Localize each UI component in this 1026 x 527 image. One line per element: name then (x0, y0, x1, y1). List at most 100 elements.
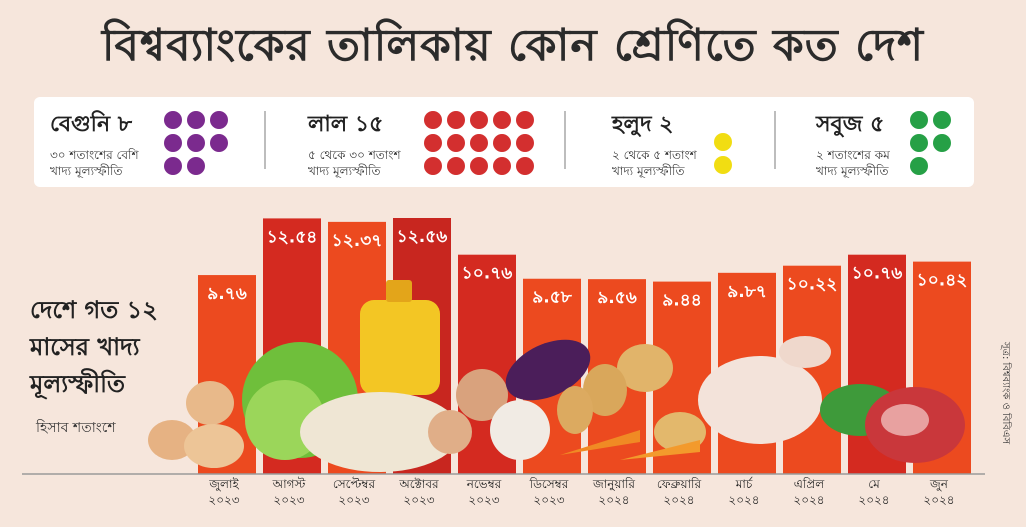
legend-dot (470, 157, 488, 175)
legend-purple-name: বেগুনি ৮ (50, 112, 133, 137)
x-tick-label: জুন ২০২৪ (908, 476, 970, 508)
chart-title: বিশ্বব্যাংকের তালিকায় কোন শ্রেণিতে কত দ… (101, 20, 925, 71)
legend-dot (447, 157, 465, 175)
year-label: ২০২৪ (728, 493, 760, 507)
month-name: সেপ্টেম্বর (332, 477, 376, 491)
side-title-line3: মূল্যস্ফীতি (30, 370, 125, 398)
carrot-icon (620, 440, 700, 460)
legend-dot (187, 134, 205, 152)
legend-dot (910, 134, 928, 152)
legend-dot (164, 157, 182, 175)
legend-green-name: সবুজ ৫ (816, 112, 885, 137)
legend-divider (774, 111, 776, 169)
legend-dot (210, 134, 228, 152)
bar-value-label: ৯.৮৭ (727, 282, 767, 302)
legend-dot (714, 133, 732, 151)
month-name: আগস্ট (272, 477, 306, 491)
side-title-line2: মাসের খাদ্য (30, 333, 140, 361)
bar-value-label: ১২.৩৭ (332, 231, 383, 251)
legend-dot (516, 157, 534, 175)
legend-red-desc-line2: খাদ্য মূল্যস্ফীতি (308, 164, 381, 178)
month-name: এপ্রিল (793, 477, 825, 491)
year-label: ২০২৪ (598, 493, 630, 507)
x-tick-label: আগস্ট ২০২৩ (258, 476, 320, 508)
legend-purple-desc-line1: ৩০ শতাংশের বেশি (50, 148, 139, 162)
legend-dot (424, 134, 442, 152)
year-label: ২০২৩ (338, 493, 370, 507)
legend-green-desc-line2: খাদ্য মূল্যস্ফীতি (816, 164, 889, 178)
year-label: ২০২৩ (273, 493, 305, 507)
legend-dot (910, 157, 928, 175)
egg-icon (184, 424, 244, 468)
potato-icon (583, 364, 627, 416)
month-name: মার্চ (735, 477, 753, 491)
month-name: জুন (930, 477, 948, 491)
legend-item-red: লাল ১৫ ৫ থেকে ৩০ শতাংশ খাদ্য মূল্যস্ফীতি (308, 107, 401, 178)
legend-dot (933, 134, 951, 152)
eggplant-icon (505, 339, 591, 401)
legend-dot (187, 111, 205, 129)
bar-value-label: ৯.৪৪ (662, 291, 702, 311)
x-tick-label: জুলাই ২০২৩ (193, 476, 255, 508)
legend-item-yellow: হলুদ ২ ২ থেকে ৫ শতাংশ খাদ্য মূল্যস্ফীতি (612, 107, 697, 178)
month-name: নভেম্বর (466, 477, 502, 491)
year-label: ২০২৩ (468, 493, 500, 507)
legend-dot (424, 157, 442, 175)
legend-dot (470, 134, 488, 152)
x-tick-label: অক্টোবর ২০২৩ (388, 476, 450, 508)
source-note: সূত্র: বিশ্বব্যাংক ও বিবিএস (1000, 342, 1011, 445)
legend-dot (714, 156, 732, 174)
year-label: ২০২৩ (533, 493, 565, 507)
legend-green-desc-line1: ২ শতাংশের কম (816, 148, 890, 162)
bar-value-label: ১২.৫৬ (397, 227, 448, 247)
year-label: ২০২৪ (663, 493, 695, 507)
unit-note: হিসাব শতাংশে (36, 420, 116, 436)
rice-pile-icon (300, 392, 460, 472)
legend-panel: বেগুনি ৮ ৩০ শতাংশের বেশি খাদ্য মূল্যস্ফী… (34, 97, 974, 187)
potato-icon (617, 344, 673, 392)
oil-bottle-icon (360, 300, 440, 395)
oil-cap-icon (386, 280, 412, 302)
x-axis-labels: জুলাই ২০২৩ আগস্ট ২০২৩ সেপ্টেম্বর ২০২৩ অক্টোবর ২… (195, 476, 975, 520)
side-title: দেশে গত ১২ মাসের খাদ্য মূল্যস্ফীতি (30, 292, 200, 403)
onion-icon (456, 369, 508, 421)
year-label: ২০২৩ (208, 493, 240, 507)
bar-value-label: ১০.৭৬ (852, 264, 903, 284)
month-name: অক্টোবর (399, 477, 439, 491)
legend-divider (264, 111, 266, 169)
x-tick-label: নভেম্বর ২০২৩ (453, 476, 515, 508)
x-tick-label: ডিসেম্বর ২০২৩ (518, 476, 580, 508)
legend-item-purple: বেগুনি ৮ ৩০ শতাংশের বেশি খাদ্য মূল্যস্ফী… (50, 107, 139, 178)
x-tick-label: ফেব্রুয়ারি ২০২৪ (648, 476, 710, 508)
year-label: ২০২৩ (403, 493, 435, 507)
month-name: জুলাই (209, 477, 239, 491)
legend-dot (493, 111, 511, 129)
bar-value-label: ১০.৪২ (917, 271, 968, 291)
legend-dot (447, 111, 465, 129)
legend-dot (933, 111, 951, 129)
month-name: মে (868, 477, 880, 491)
legend-green-dots (910, 111, 951, 175)
legend-item-green: সবুজ ৫ ২ শতাংশের কম খাদ্য মূল্যস্ফীতি (816, 107, 890, 178)
legend-purple-dots (164, 111, 228, 175)
x-tick-label: সেপ্টেম্বর ২০২৩ (323, 476, 385, 508)
legend-red-dots (424, 111, 534, 175)
legend-yellow-name: হলুদ ২ (612, 112, 674, 137)
potato-icon (557, 386, 593, 434)
legend-dot (493, 134, 511, 152)
legend-purple-desc-line2: খাদ্য মূল্যস্ফীতি (50, 164, 123, 178)
legend-dot (187, 157, 205, 175)
bar-value-label: ১২.৫৪ (267, 227, 318, 247)
month-name: ফেব্রুয়ারি (656, 477, 702, 491)
legend-yellow-desc-line1: ২ থেকে ৫ শতাংশ (612, 148, 697, 162)
bar-value-label: ১০.২২ (787, 275, 838, 295)
chicken-leg-icon (779, 336, 831, 368)
garlic-icon (490, 400, 550, 460)
year-label: ২০২৪ (923, 493, 955, 507)
legend-dot (516, 111, 534, 129)
egg-icon (148, 420, 196, 460)
carrot-icon (560, 430, 640, 455)
meat-fat-icon (881, 404, 929, 436)
legend-yellow-dots (714, 133, 732, 174)
